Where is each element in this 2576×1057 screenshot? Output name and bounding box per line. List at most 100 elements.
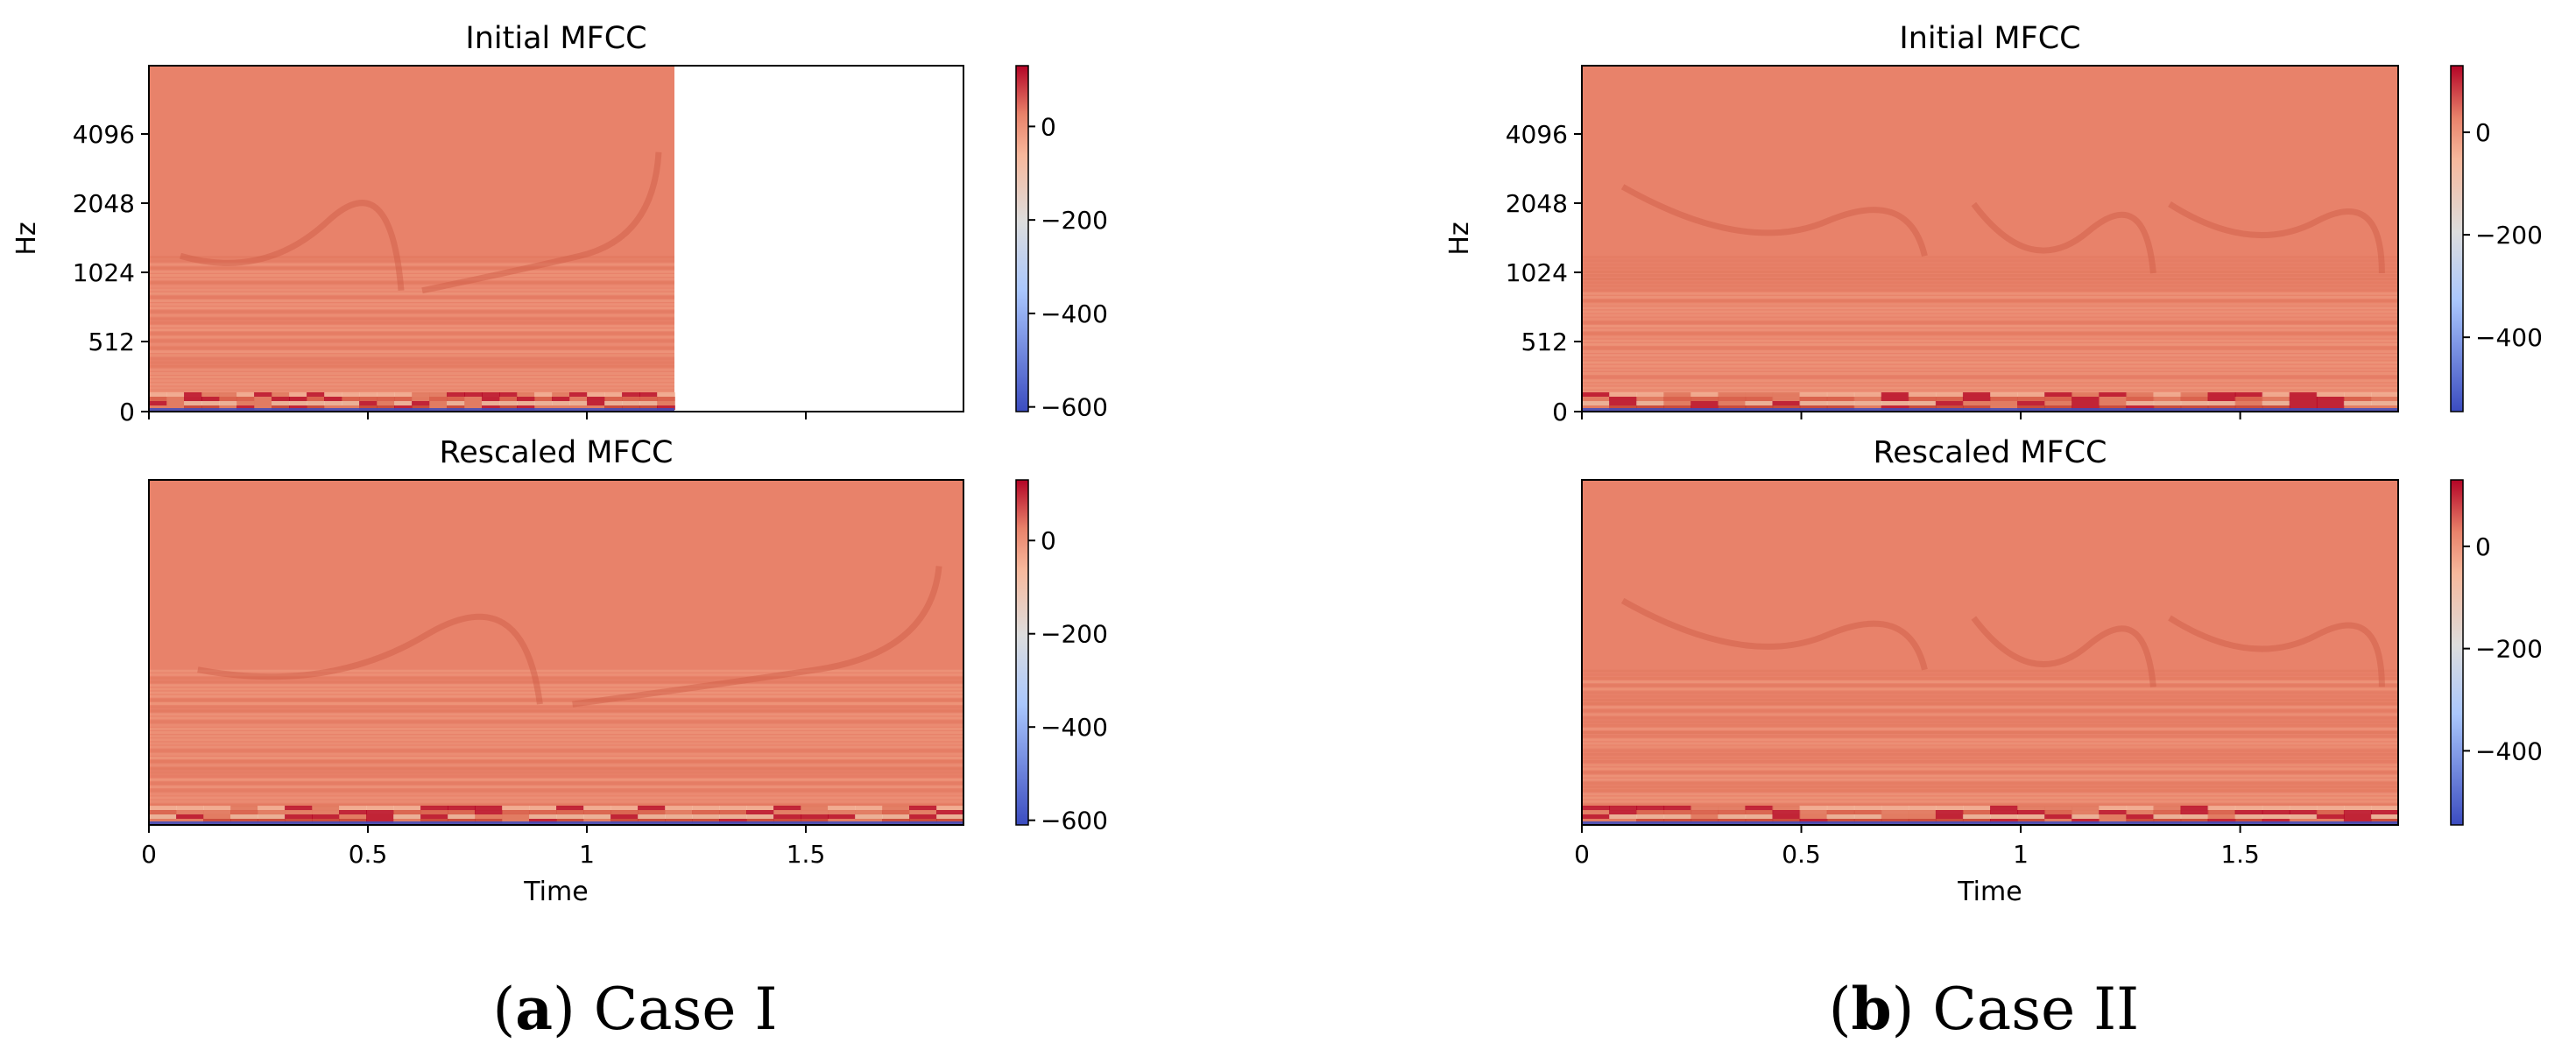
heatmap-cell: [2099, 814, 2128, 819]
heatmap-cell: [1690, 814, 1719, 819]
heatmap-cell: [1582, 397, 1611, 401]
heatmap-cell: [254, 392, 272, 397]
heatmap-cell: [201, 401, 220, 405]
heatmap-cell: [312, 810, 340, 814]
heatmap-cell: [639, 401, 658, 405]
heatmap-band: [1582, 354, 2398, 357]
heatmap-cell: [665, 819, 693, 823]
heatmap-lowest-row: [1582, 821, 2398, 825]
heatmap-cell: [272, 401, 290, 405]
x-tick-label: 0.5: [349, 840, 388, 869]
heatmap-formant: [572, 566, 942, 708]
heatmap-cell: [1690, 397, 1719, 401]
heatmap-cell: [2044, 392, 2073, 397]
heatmap-cell: [2207, 819, 2236, 823]
heatmap-cell: [855, 806, 883, 810]
heatmap-cell: [569, 401, 588, 405]
heatmap-cell: [746, 810, 774, 814]
heatmap-band: [149, 796, 963, 800]
heatmap-band: [1582, 800, 2398, 803]
heatmap-cell: [377, 397, 395, 401]
heatmap-band: [1582, 716, 2398, 720]
heatmap-cell: [569, 397, 588, 401]
heatmap-band: [1582, 720, 2398, 723]
heatmap-cell: [1609, 810, 1638, 814]
heatmap-cell: [1582, 401, 1611, 405]
heatmap-cell: [499, 392, 518, 397]
heatmap-band: [149, 793, 963, 796]
heatmap-cell: [1853, 397, 1882, 401]
heatmap-band: [1582, 789, 2398, 793]
heatmap-cell: [2099, 806, 2128, 810]
heatmap-cell: [1881, 806, 1909, 810]
colorbar-tick-label: 0: [2475, 118, 2491, 147]
heatmap-cell: [499, 405, 518, 410]
heatmap-cell: [1935, 819, 1964, 823]
heatmap-cell: [719, 819, 747, 823]
heatmap-cell: [657, 397, 675, 401]
heatmap-band: [149, 332, 674, 335]
heatmap-cell: [2370, 397, 2399, 401]
heatmap-cell: [622, 405, 640, 410]
heatmap-band: [149, 680, 963, 684]
heatmap-band: [1582, 383, 2398, 386]
heatmap-cell: [1718, 405, 1747, 410]
heatmap-cell: [1636, 806, 1665, 810]
heatmap-band: [149, 723, 963, 727]
heatmap-band: [149, 786, 963, 789]
heatmap-band: [149, 720, 963, 723]
heatmap-cell: [1962, 814, 1991, 819]
heatmap-cell: [639, 397, 658, 401]
x-tick-label: 0.5: [1782, 840, 1821, 869]
heatmap-cell: [2071, 405, 2100, 410]
heatmap-cell: [447, 401, 465, 405]
heatmap-cell: [773, 806, 801, 810]
heatmap-band: [1582, 368, 2398, 371]
heatmap-cell: [746, 814, 774, 819]
heatmap-cell: [1663, 806, 1692, 810]
heatmap-cell: [665, 810, 693, 814]
caption-b: (b) Case II: [1829, 975, 2140, 1043]
heatmap-band: [149, 676, 963, 680]
heatmap-band: [149, 295, 674, 299]
heatmap-cell: [2234, 819, 2263, 823]
heatmap-band: [149, 325, 674, 328]
heatmap-cell: [258, 806, 286, 810]
heatmap-cell: [2262, 405, 2290, 410]
heatmap-cell: [552, 405, 570, 410]
heatmap-cell: [1772, 806, 1801, 810]
heatmap-cell: [1908, 806, 1937, 810]
heatmap-cell: [855, 810, 883, 814]
heatmap-cell: [1718, 806, 1747, 810]
heatmap-cell: [2071, 392, 2100, 397]
heatmap-band: [1582, 364, 2398, 368]
heatmap-cell: [2180, 392, 2209, 397]
heatmap-cell: [289, 392, 307, 397]
heatmap-cell: [746, 806, 774, 810]
heatmap-cell: [1908, 810, 1937, 814]
heatmap-band: [1582, 760, 2398, 764]
heatmap-band: [149, 669, 963, 673]
y-tick-label: 2048: [73, 189, 135, 218]
heatmap-cell: [482, 392, 500, 397]
heatmap-cell: [638, 806, 666, 810]
caption-b-letter: b: [1851, 975, 1891, 1043]
heatmap-band: [149, 364, 674, 368]
heatmap-band: [149, 764, 963, 767]
heatmap-cell: [219, 392, 237, 397]
heatmap-cell: [394, 392, 413, 397]
heatmap-band: [149, 335, 674, 339]
heatmap-cell: [2289, 392, 2318, 397]
heatmap-cell: [1745, 810, 1774, 814]
y-tick-label: 4096: [73, 120, 135, 149]
heatmap-cell: [176, 806, 204, 810]
colorbar-tick-label: −600: [1041, 393, 1108, 422]
heatmap-cell: [324, 397, 342, 401]
heatmap-cell: [909, 819, 937, 823]
heatmap-cell: [2017, 810, 2046, 814]
heatmap-cell: [2153, 814, 2182, 819]
heatmap-cell: [1826, 405, 1855, 410]
heatmap-band: [149, 752, 963, 756]
heatmap-cell: [1745, 397, 1774, 401]
